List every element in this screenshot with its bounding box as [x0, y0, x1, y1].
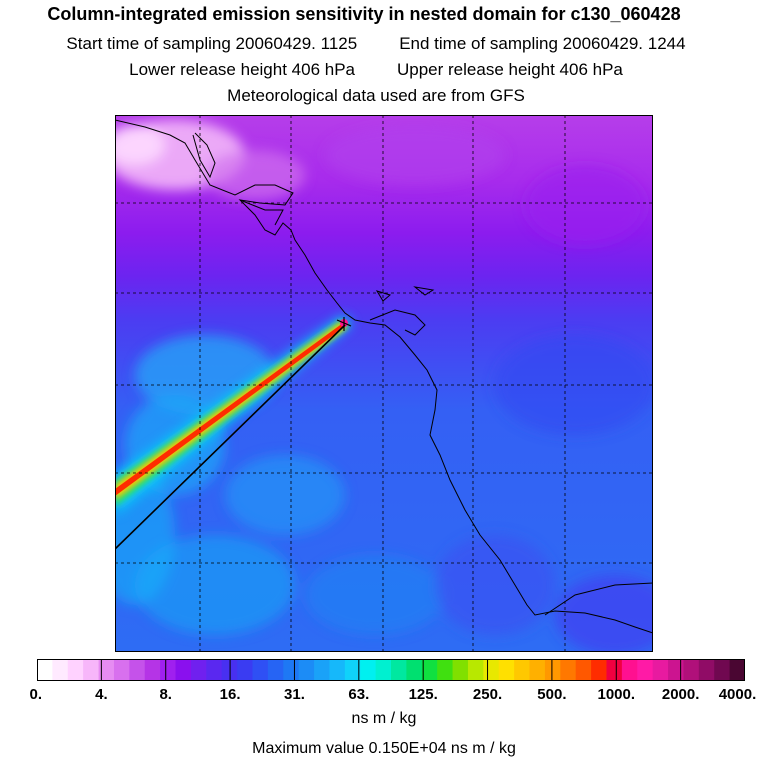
colorbar-swatch: [714, 659, 731, 681]
colorbar-tick-label: 4000.: [718, 686, 757, 703]
colorbar-tick-label: 1000.: [597, 686, 636, 703]
colorbar-swatch: [52, 659, 69, 681]
colorbar-swatch: [575, 659, 592, 681]
max-value-label: Maximum value 0.150E+04 ns m / kg: [252, 740, 516, 757]
coastline-islands: [375, 286, 435, 302]
colorbar-swatch: [67, 659, 84, 681]
colorbar-swatch: [668, 659, 685, 681]
colorbar-swatch: [637, 659, 654, 681]
flight-track: [115, 324, 346, 550]
colorbar-swatch: [683, 659, 700, 681]
colorbar-swatch: [175, 659, 192, 681]
coastline-baja: [192, 132, 216, 179]
colorbar-swatch: [344, 659, 361, 681]
colorbar-swatch: [252, 659, 269, 681]
colorbar-tick-label: 500.: [537, 686, 567, 703]
colorbar-swatch: [375, 659, 392, 681]
colorbar-swatch: [298, 659, 315, 681]
upper-release-label: Upper release height 406 hPa: [397, 60, 623, 79]
coastline-sa-east: [544, 582, 653, 616]
map-frame: [115, 115, 653, 652]
colorbar-swatch: [160, 659, 177, 681]
colorbar-tick-label: 4.: [95, 686, 108, 703]
colorbar-swatch: [591, 659, 608, 681]
colorbar-swatch: [514, 659, 531, 681]
colorbar-swatch: [113, 659, 130, 681]
colorbar-frame: [37, 659, 745, 681]
lower-release-label: Lower release height 406 hPa: [129, 60, 355, 79]
colorbar-swatch: [129, 659, 146, 681]
colorbar-swatch: [698, 659, 715, 681]
colorbar-swatch: [421, 659, 438, 681]
colorbar-tick-label: 2000.: [661, 686, 700, 703]
colorbar-swatch: [498, 659, 515, 681]
colorbar-swatch: [206, 659, 223, 681]
chart-title: Column-integrated emission sensitivity i…: [47, 4, 681, 24]
coastline-north-america: [115, 119, 653, 634]
colorbar-swatch: [452, 659, 469, 681]
colorbar-swatch: [267, 659, 284, 681]
colorbar-swatch: [729, 659, 745, 681]
colorbar-swatch: [606, 659, 623, 681]
colorbar-swatch: [391, 659, 407, 681]
colorbar-tick-label: 0.: [29, 686, 43, 703]
colorbar-swatch: [237, 659, 254, 681]
sensitivity-map: [115, 115, 653, 652]
colorbar-tick-label: 63.: [348, 686, 370, 703]
coastlines: [115, 119, 653, 634]
colorbar-swatch: [190, 659, 207, 681]
colorbar-swatch: [467, 659, 484, 681]
colorbar-swatch: [621, 659, 638, 681]
coastline-caribbean: [369, 309, 426, 336]
plume: [115, 315, 353, 515]
colorbar: [37, 659, 745, 681]
colorbar-swatch: [83, 659, 100, 681]
start-time-label: Start time of sampling 20060429. 1125: [66, 34, 358, 53]
colorbar-swatch: [544, 659, 561, 681]
colorbar-swatch: [652, 659, 669, 681]
met-data-label: Meteorological data used are from GFS: [227, 86, 525, 105]
colorbar-swatch: [406, 659, 423, 681]
sampling-time-line: Start time of sampling 20060429. 1125 End…: [0, 34, 760, 54]
colorbar-swatch: [329, 659, 346, 681]
colorbar-swatch: [98, 659, 115, 681]
release-marker: [336, 317, 352, 331]
colorbar-tick-label: 31.: [284, 686, 305, 703]
colorbar-swatch: [483, 659, 500, 681]
colorbar-swatch: [283, 659, 300, 681]
colorbar-tick-label: 250.: [472, 686, 503, 703]
colorbar-swatch: [37, 659, 53, 681]
colorbar-swatch: [437, 659, 454, 681]
colorbar-tick-label: 125.: [408, 686, 438, 703]
plume-core: [115, 323, 346, 496]
colorbar-swatch: [144, 659, 161, 681]
colorbar-swatch: [314, 659, 331, 681]
colorbar-swatch: [360, 659, 377, 681]
colorbar-tick-label: 8.: [159, 686, 172, 703]
colorbar-swatch: [560, 659, 577, 681]
release-height-line: Lower release height 406 hPa Upper releas…: [0, 60, 760, 80]
end-time-label: End time of sampling 20060429. 1244: [399, 34, 686, 53]
colorbar-swatch: [529, 659, 546, 681]
colorbar-tick-label: 16.: [219, 686, 241, 703]
coastline-gulf: [239, 199, 284, 226]
colorbar-units: ns m / kg: [351, 710, 417, 727]
